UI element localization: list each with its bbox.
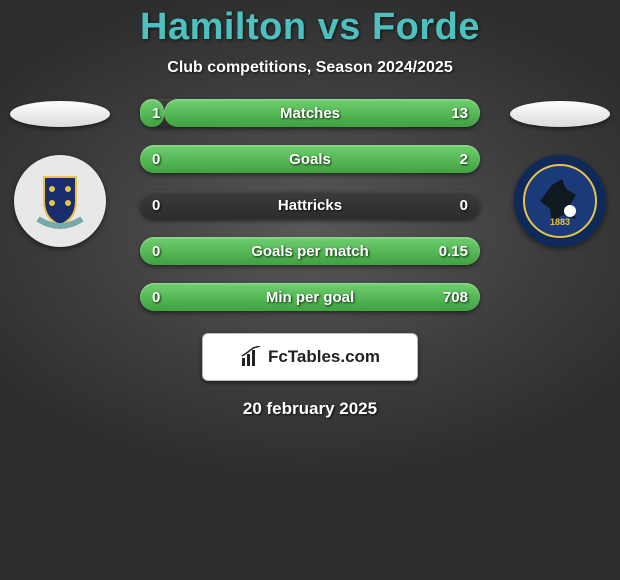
right-crest: 1883 — [514, 155, 606, 247]
club-badge-icon: 1883 — [514, 155, 606, 247]
stat-left-value: 0 — [152, 145, 160, 173]
left-name-plate — [10, 101, 110, 127]
right-player-col: 1883 — [500, 99, 620, 247]
main-row: Matches113Goals02Hattricks00Goals per ma… — [0, 99, 620, 311]
stat-right-value: 708 — [443, 283, 468, 311]
left-crest — [14, 155, 106, 247]
stat-bar: Goals per match0 0.15 — [140, 237, 480, 265]
comparison-card: Hamilton vs Forde Club competitions, Sea… — [0, 0, 620, 580]
stat-right-value: 0.15 — [439, 237, 468, 265]
stat-label: Goals — [140, 145, 480, 173]
stat-bar: Matches1 13 — [140, 99, 480, 127]
brand-text: FcTables.com — [268, 347, 380, 367]
stat-right-value: 0 — [460, 191, 468, 219]
right-name-plate — [510, 101, 610, 127]
stat-label: Hattricks — [140, 191, 480, 219]
stat-left-value: 1 — [152, 99, 160, 127]
stat-label: Goals per match — [140, 237, 480, 265]
stat-label: Min per goal — [140, 283, 480, 311]
stat-left-value: 0 — [152, 191, 160, 219]
content: Hamilton vs Forde Club competitions, Sea… — [0, 0, 620, 419]
page-title: Hamilton vs Forde — [140, 6, 480, 49]
left-player-col — [0, 99, 120, 247]
stat-right-value: 13 — [451, 99, 468, 127]
subtitle: Club competitions, Season 2024/2025 — [167, 59, 452, 77]
shield-icon — [14, 155, 106, 247]
stat-bars: Matches113Goals02Hattricks00Goals per ma… — [120, 99, 500, 311]
stat-left-value: 0 — [152, 283, 160, 311]
brand-box[interactable]: FcTables.com — [202, 333, 418, 381]
stat-label: Matches — [140, 99, 480, 127]
barchart-icon — [240, 346, 262, 368]
stat-bar: Min per goal0 708 — [140, 283, 480, 311]
stat-bar: Goals0 2 — [140, 145, 480, 173]
stat-left-value: 0 — [152, 237, 160, 265]
stat-bar: Hattricks0 0 — [140, 191, 480, 219]
svg-text:1883: 1883 — [550, 217, 570, 227]
date-label: 20 february 2025 — [243, 399, 377, 419]
stat-right-value: 2 — [460, 145, 468, 173]
